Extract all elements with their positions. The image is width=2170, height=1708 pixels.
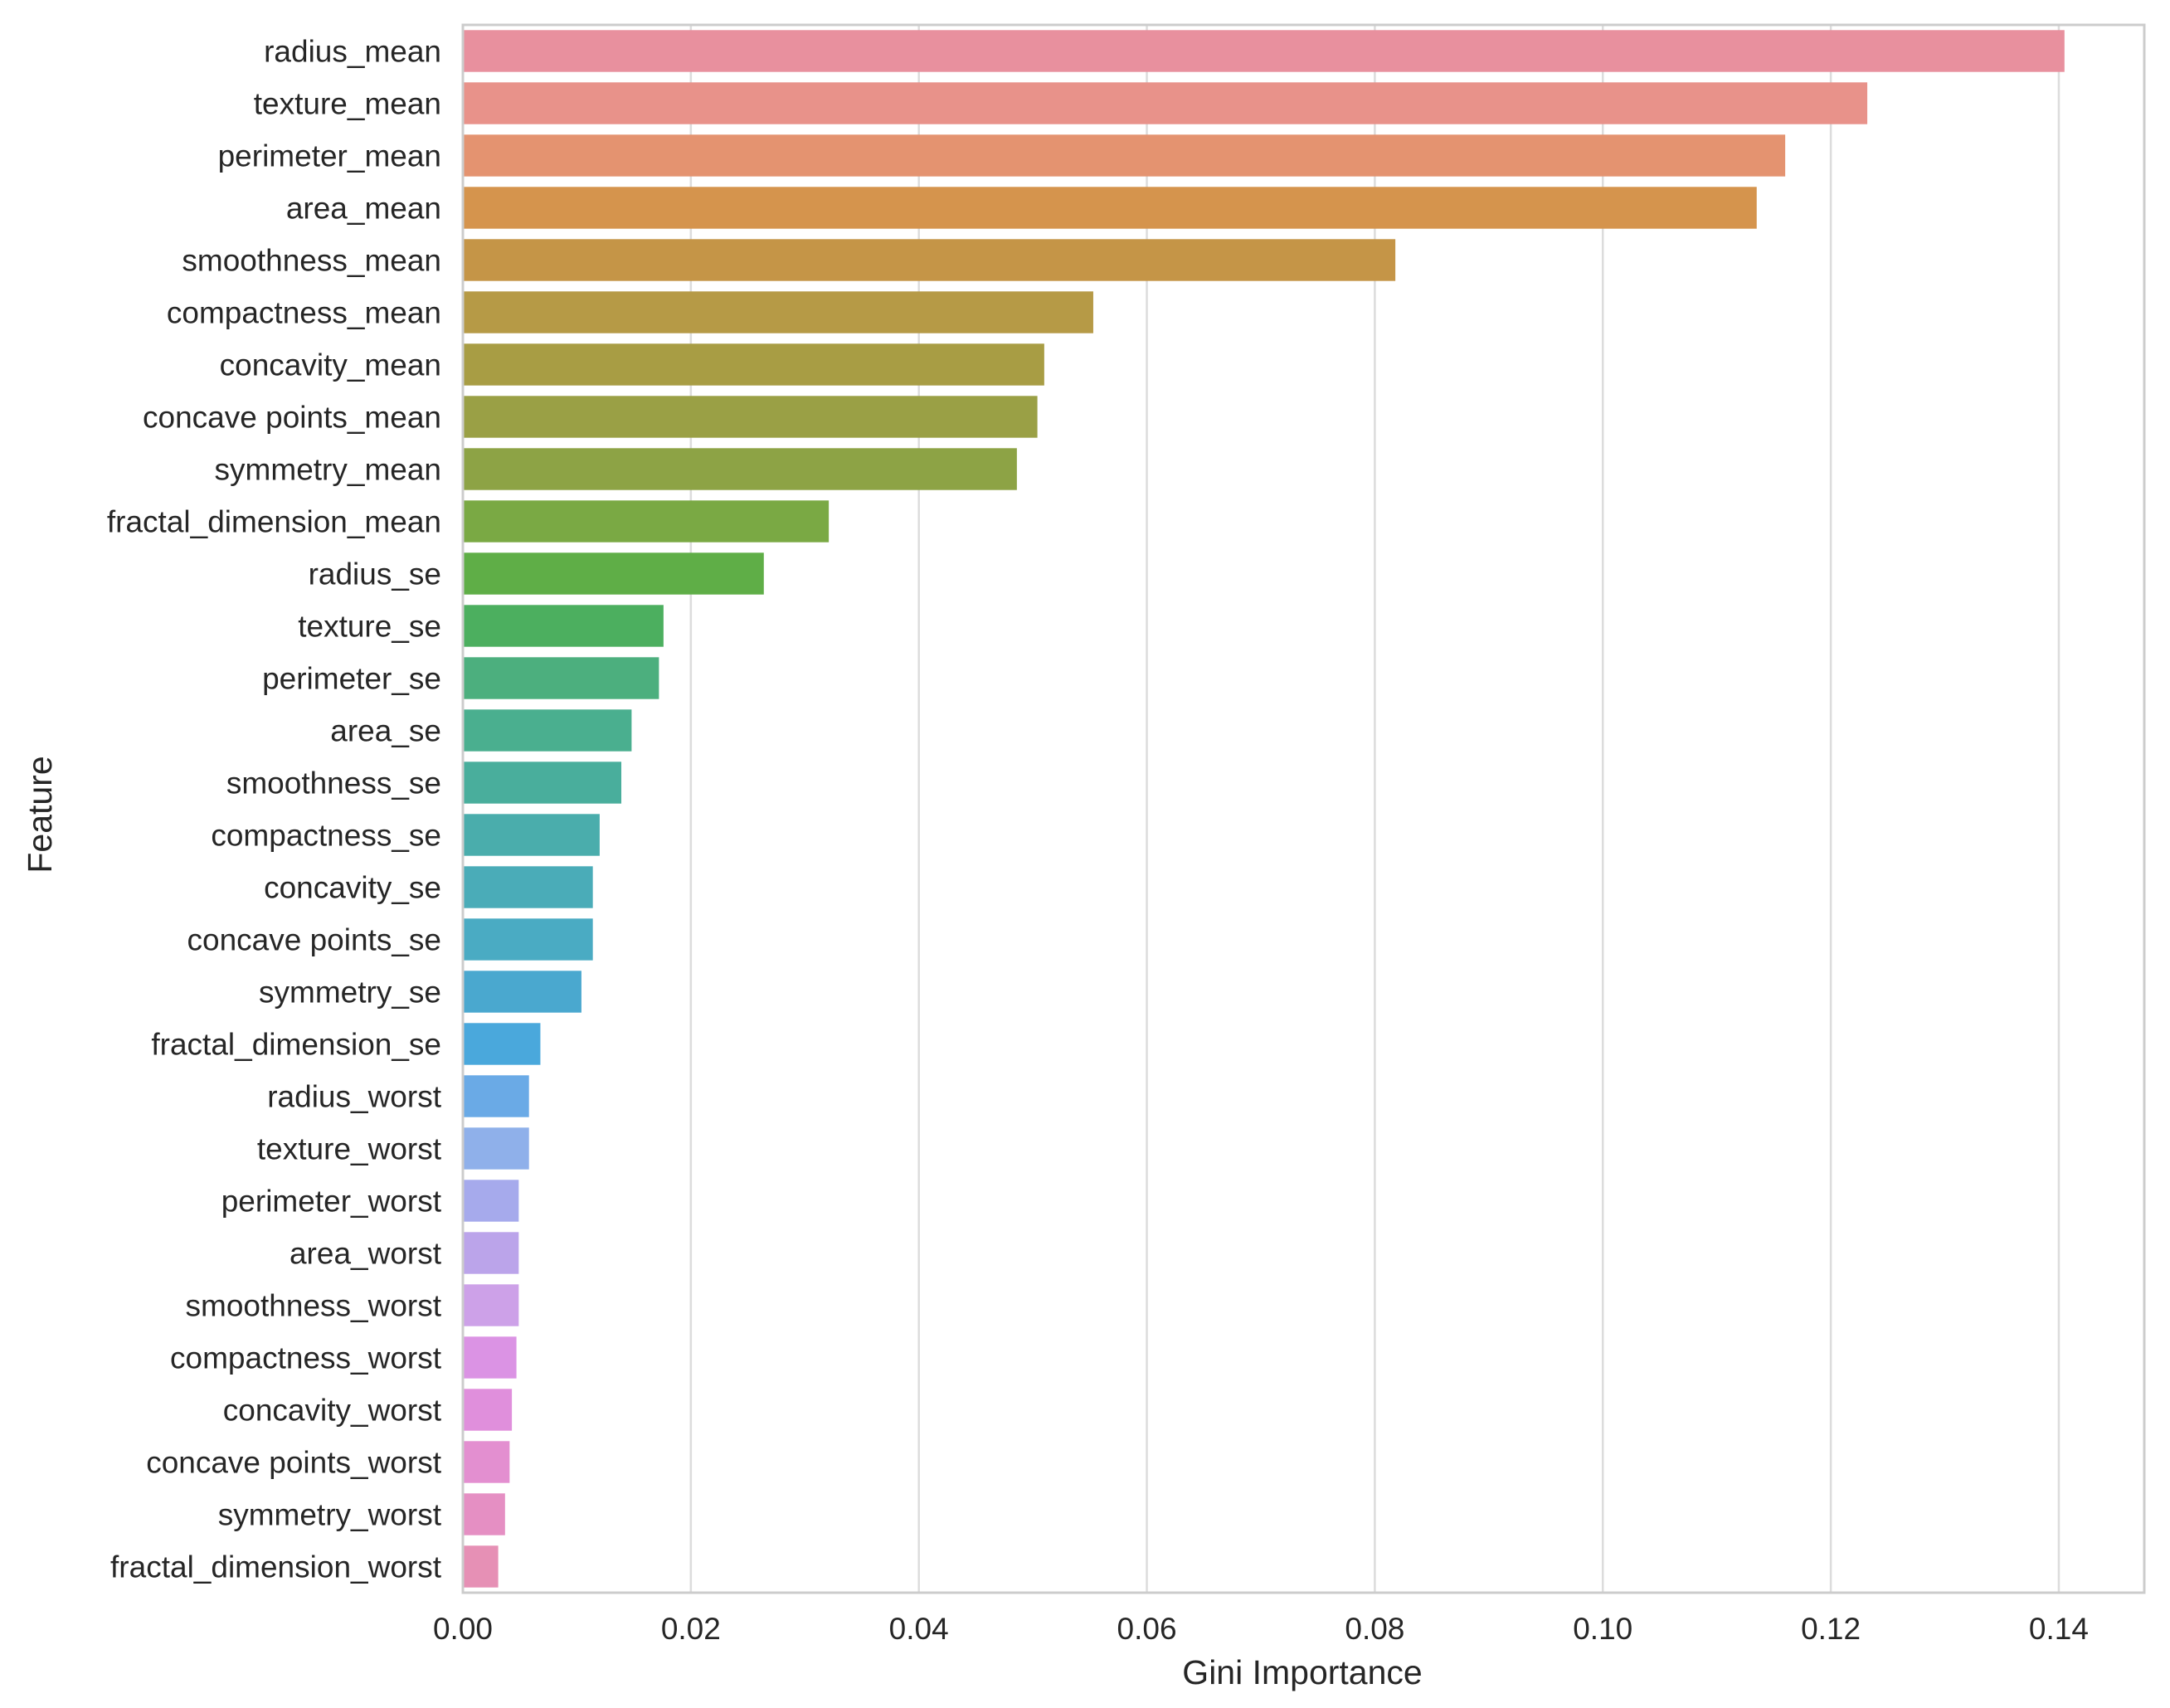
bar-concave-points-se	[463, 918, 593, 961]
bar-perimeter-worst	[463, 1180, 519, 1222]
y-tick-label: concave points_se	[187, 923, 441, 957]
y-tick-label: symmetry_worst	[218, 1498, 442, 1532]
y-tick-label: radius_worst	[267, 1080, 441, 1114]
y-tick-label: compactness_worst	[170, 1341, 442, 1375]
x-tick-label: 0.10	[1573, 1612, 1632, 1646]
y-tick-label: smoothness_se	[226, 766, 441, 800]
y-tick-label: concavity_se	[264, 871, 441, 905]
y-tick-label: radius_se	[309, 557, 441, 591]
y-tick-label: concavity_worst	[223, 1394, 442, 1428]
y-tick-label: texture_worst	[257, 1132, 442, 1166]
y-tick-label: fractal_dimension_worst	[110, 1550, 442, 1584]
x-axis-title: Gini Importance	[1182, 1653, 1422, 1691]
y-tick-label: radius_mean	[264, 35, 441, 69]
x-tick-label: 0.12	[1801, 1612, 1861, 1646]
y-tick-label: smoothness_worst	[186, 1289, 442, 1323]
y-tick-label: fractal_dimension_se	[151, 1028, 441, 1062]
bar-area-se	[463, 709, 632, 752]
bar-symmetry-se	[463, 971, 581, 1013]
bar-smoothness-worst	[463, 1284, 519, 1326]
bar-concave-points-mean	[463, 396, 1038, 438]
y-tick-label: symmetry_mean	[215, 453, 441, 487]
y-tick-label: symmetry_se	[259, 976, 441, 1010]
y-tick-label: compactness_se	[211, 819, 441, 853]
bar-compactness-worst	[463, 1336, 517, 1379]
bar-perimeter-mean	[463, 134, 1786, 177]
y-tick-label: concave points_mean	[143, 401, 441, 435]
x-tick-label: 0.06	[1117, 1612, 1177, 1646]
y-tick-label: area_se	[330, 714, 441, 748]
y-tick-label: perimeter_se	[262, 662, 441, 696]
bars	[463, 30, 2065, 1588]
bar-texture-se	[463, 605, 664, 647]
x-tick-label: 0.08	[1345, 1612, 1404, 1646]
y-tick-label: concavity_mean	[220, 348, 441, 382]
bar-symmetry-mean	[463, 448, 1017, 490]
bar-fractal-dimension-mean	[463, 500, 830, 543]
bar-radius-worst	[463, 1075, 529, 1117]
bar-texture-mean	[463, 82, 1868, 124]
axes-frame	[461, 23, 2146, 1594]
bar-concavity-mean	[463, 343, 1044, 386]
bar-area-worst	[463, 1232, 519, 1274]
y-tick-label: texture_mean	[254, 87, 441, 121]
x-tick-label: 0.02	[661, 1612, 721, 1646]
bar-concavity-se	[463, 866, 593, 908]
bar-smoothness-se	[463, 762, 622, 804]
y-tick-labels: radius_mean texture_mean perimeter_meanare…	[107, 35, 442, 1584]
bar-compactness-se	[463, 814, 600, 856]
bar-symmetry-worst	[463, 1493, 505, 1535]
bar-fractal-dimension-worst	[463, 1545, 499, 1588]
bar-radius-se	[463, 552, 764, 595]
bar-texture-worst	[463, 1127, 529, 1170]
y-tick-label: area_mean	[286, 192, 441, 226]
x-tick-label: 0.14	[2029, 1612, 2089, 1646]
bar-perimeter-se	[463, 657, 659, 699]
bar-radius-mean	[463, 30, 2065, 72]
x-tick-label: 0.00	[433, 1612, 493, 1646]
y-tick-label: area_worst	[289, 1237, 442, 1271]
y-tick-label: perimeter_worst	[221, 1185, 442, 1219]
x-tick-labels: 0.00 0.02 0.04 0.06 0.08 0.10 0.12 0.14	[433, 1612, 2089, 1646]
y-tick-label: compactness_mean	[167, 296, 441, 330]
y-tick-label: concave points_worst	[146, 1446, 442, 1480]
bar-smoothness-mean	[463, 239, 1396, 281]
x-tick-label: 0.04	[889, 1612, 949, 1646]
bar-concavity-worst	[463, 1389, 513, 1431]
y-tick-label: smoothness_mean	[182, 244, 441, 278]
bar-compactness-mean	[463, 291, 1093, 333]
y-tick-label: fractal_dimension_mean	[107, 505, 441, 539]
axes-border	[461, 23, 2146, 1594]
bar-concave-points-worst	[463, 1441, 510, 1483]
y-axis-title: Feature	[21, 756, 59, 873]
y-tick-label: perimeter_mean	[218, 139, 441, 173]
y-tick-label: texture_se	[298, 610, 441, 644]
bar-fractal-dimension-se	[463, 1023, 541, 1065]
bar-area-mean	[463, 187, 1757, 229]
